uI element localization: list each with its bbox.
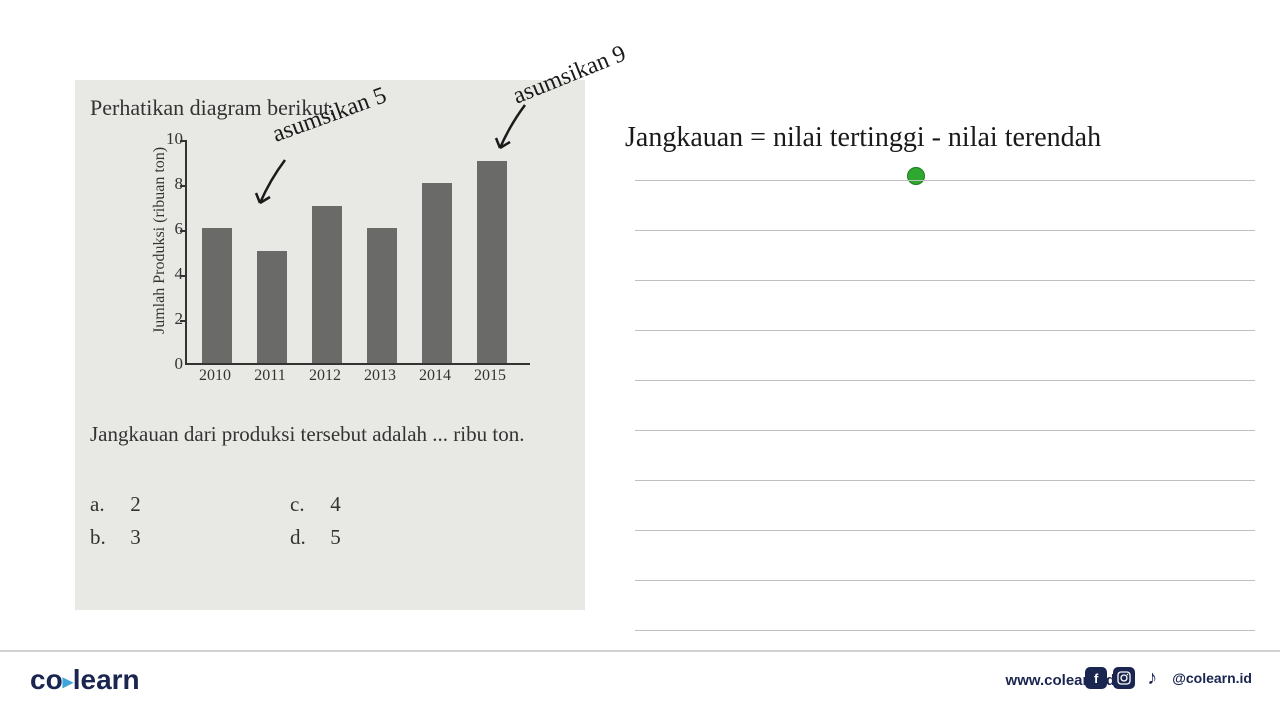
ruled-line	[635, 480, 1255, 481]
footer: co▸learn www.colearn.id f ♪ @colearn.id	[0, 650, 1280, 700]
x-label: 2015	[465, 367, 515, 385]
option-value: 3	[130, 525, 141, 549]
logo-dot-icon: ▸	[63, 671, 73, 693]
bar-2011	[257, 251, 287, 364]
logo-co: co	[30, 664, 63, 695]
bar-2014	[422, 183, 452, 363]
x-label: 2013	[355, 367, 405, 385]
handwritten-formula: Jangkauan = nilai tertinggi - nilai tere…	[625, 122, 1101, 154]
bar-2012	[312, 206, 342, 364]
x-label: 2012	[300, 367, 350, 385]
social-handle: @colearn.id	[1172, 670, 1252, 686]
ruled-line	[635, 230, 1255, 231]
y-tick-10: 10	[165, 129, 183, 149]
option-row: b. 3 d. 5	[90, 525, 570, 550]
answer-options: a. 2 c. 4 b. 3 d. 5	[90, 492, 570, 558]
y-tick-6: 6	[165, 219, 183, 239]
ruled-line	[635, 380, 1255, 381]
x-label: 2011	[245, 367, 295, 385]
ruled-line	[635, 180, 1255, 181]
arrow-icon	[490, 100, 540, 160]
option-letter: c.	[290, 492, 325, 517]
bar-2013	[367, 228, 397, 363]
option-value: 2	[130, 492, 141, 516]
ruled-line	[635, 280, 1255, 281]
y-tick-0: 0	[165, 354, 183, 374]
tiktok-icon: ♪	[1141, 667, 1163, 689]
x-label: 2010	[190, 367, 240, 385]
option-c: c. 4	[290, 492, 341, 517]
option-letter: d.	[290, 525, 325, 550]
instagram-icon	[1113, 667, 1135, 689]
ruled-line	[635, 430, 1255, 431]
question-text: Jangkauan dari produksi tersebut adalah …	[90, 418, 570, 452]
facebook-icon: f	[1085, 667, 1107, 689]
bar-2010	[202, 228, 232, 363]
arrow-icon	[250, 155, 300, 215]
ruled-line	[635, 330, 1255, 331]
cursor-dot-icon	[907, 167, 925, 185]
x-label: 2014	[410, 367, 460, 385]
social-icons: f ♪ @colearn.id	[1085, 667, 1252, 689]
option-letter: a.	[90, 492, 125, 517]
chart-plot-area	[185, 140, 530, 365]
bar-chart: Jumlah Produksi (ribuan ton) 10 8 6 4 2 …	[120, 135, 540, 395]
colearn-logo: co▸learn	[30, 664, 140, 696]
y-tick-8: 8	[165, 174, 183, 194]
ruled-line	[635, 530, 1255, 531]
option-letter: b.	[90, 525, 125, 550]
option-value: 5	[330, 525, 341, 549]
ruled-line	[635, 580, 1255, 581]
bar-2015	[477, 161, 507, 364]
logo-learn: learn	[73, 664, 140, 695]
option-a: a. 2	[90, 492, 290, 517]
option-value: 4	[330, 492, 341, 516]
option-b: b. 3	[90, 525, 290, 550]
ruled-line	[635, 630, 1255, 631]
option-row: a. 2 c. 4	[90, 492, 570, 517]
y-tick-4: 4	[165, 264, 183, 284]
y-tick-2: 2	[165, 309, 183, 329]
option-d: d. 5	[290, 525, 341, 550]
